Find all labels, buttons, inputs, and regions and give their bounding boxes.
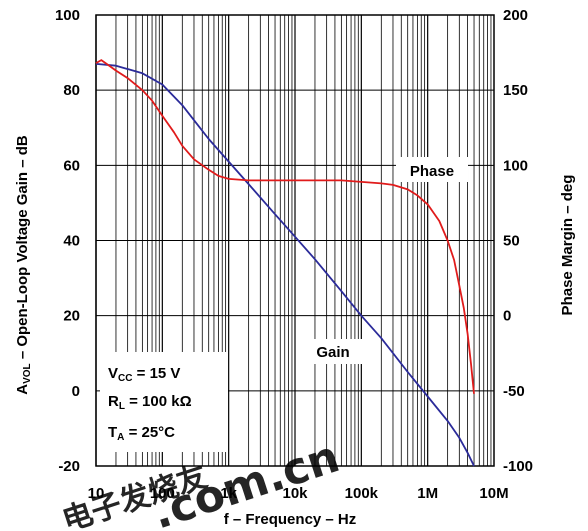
left-y-tick-label: 60 [63, 157, 80, 174]
right-y-tick-labels: 200 150 100 50 0 -50 -100 [503, 7, 533, 475]
condition-ta-main: T [108, 424, 117, 441]
right-y-tick-label: 200 [503, 7, 528, 24]
x-axis-title: f – Frequency – Hz [224, 511, 357, 528]
right-y-tick-label: 100 [503, 157, 528, 174]
plot-frame [95, 14, 495, 467]
left-y-tick-labels: 100 80 60 40 20 0 -20 [55, 7, 80, 475]
x-tick-label: 1k [220, 485, 237, 502]
left-y-tick-label: 20 [63, 308, 80, 325]
x-tick-labels: 10 100 1k 10k 100k 1M 10M [88, 485, 509, 502]
right-y-tick-label: 150 [503, 82, 528, 99]
left-y-tick-label: -20 [58, 458, 80, 475]
left-y-tick-label: 40 [63, 233, 80, 250]
condition-rl-rest: = 100 kΩ [125, 393, 192, 410]
x-tick-label: 10k [282, 485, 308, 502]
left-y-tick-label: 0 [72, 383, 80, 400]
left-y-axis-title-sub: VOL [22, 363, 33, 384]
condition-ta: TA = 25°C [108, 424, 175, 443]
condition-vcc: VCC = 15 V [108, 365, 180, 384]
phase-label-background [396, 157, 468, 182]
right-y-tick-label: 50 [503, 233, 520, 250]
gain-series-label: Gain [316, 344, 349, 361]
x-tick-label: 10M [479, 485, 508, 502]
right-y-tick-label: -50 [503, 383, 525, 400]
left-y-tick-label: 100 [55, 7, 80, 24]
left-y-axis-title: AVOL – Open-Loop Voltage Gain – dB [14, 135, 33, 395]
condition-vcc-main: V [108, 365, 118, 382]
conditions-box [100, 352, 228, 452]
left-y-axis-title-rest: – Open-Loop Voltage Gain – dB [14, 135, 31, 363]
x-tick-label: 100k [345, 485, 379, 502]
right-y-tick-label: 0 [503, 308, 511, 325]
right-y-tick-label: -100 [503, 458, 533, 475]
condition-rl: RL = 100 kΩ [108, 393, 192, 412]
phase-curve [95, 59, 475, 394]
right-y-axis-title: Phase Margin – deg [559, 175, 576, 316]
condition-vcc-rest: = 15 V [132, 365, 180, 382]
condition-rl-main: R [108, 393, 119, 410]
x-tick-label: 10 [88, 485, 105, 502]
condition-ta-sub: A [117, 432, 124, 443]
condition-vcc-sub: CC [118, 373, 132, 384]
gain-curve [95, 63, 475, 467]
condition-ta-rest: = 25°C [124, 424, 175, 441]
gain-label-background [304, 339, 362, 364]
left-y-tick-label: 80 [63, 82, 80, 99]
x-tick-label: 1M [417, 485, 438, 502]
condition-rl-sub: L [119, 401, 125, 412]
left-y-axis-title-main: A [14, 384, 31, 395]
x-tick-label: 100 [150, 485, 175, 502]
phase-series-label: Phase [410, 163, 454, 180]
series-layer [95, 59, 475, 467]
